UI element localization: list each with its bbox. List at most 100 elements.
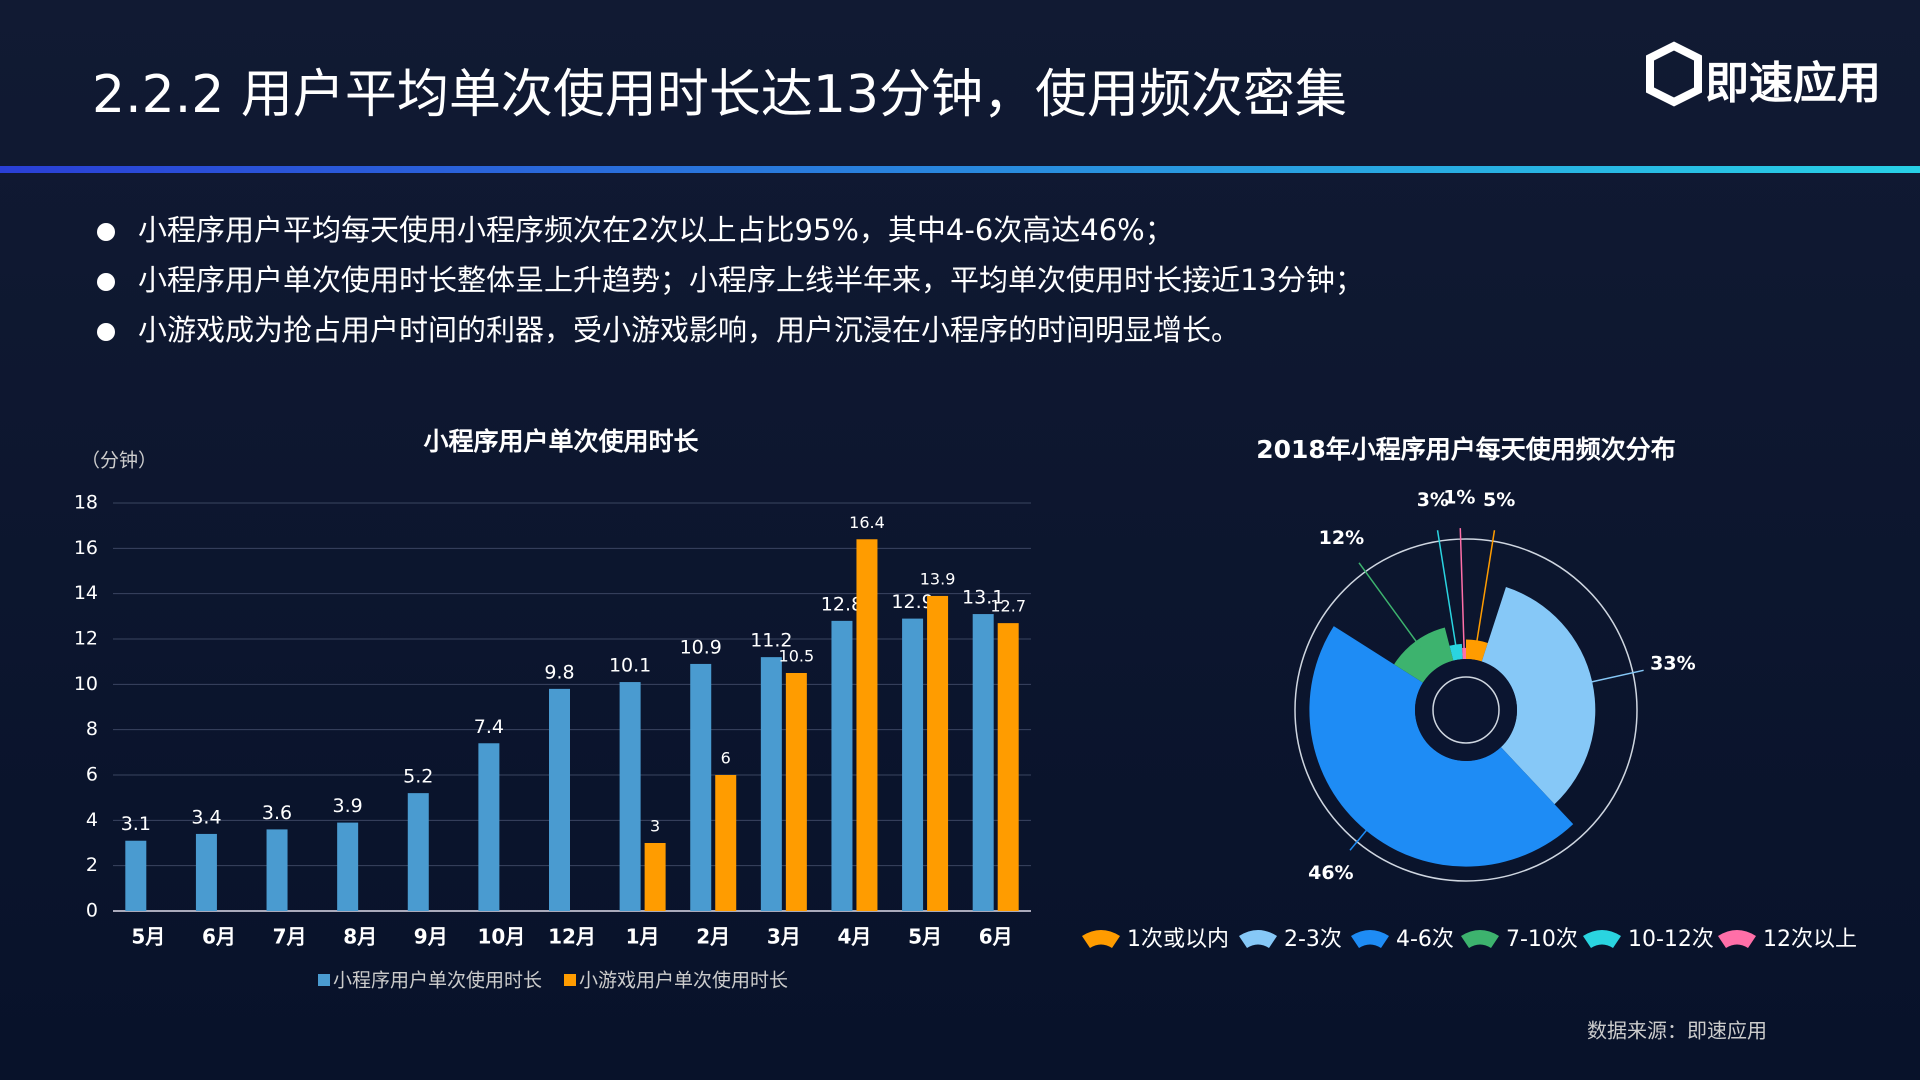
- legend-label: 小程序用户单次使用时长: [333, 970, 542, 992]
- legend-swatch: [1082, 930, 1120, 948]
- data-label: 10.9: [680, 636, 722, 658]
- leader-line: [1459, 528, 1466, 656]
- leader-line: [1436, 530, 1458, 653]
- legend-swatch: [564, 974, 576, 986]
- data-label: 12.8: [821, 593, 863, 615]
- chart-title: 2018年小程序用户每天使用频次分布: [1256, 435, 1676, 464]
- data-label: 46%: [1308, 862, 1353, 884]
- legend-label: 4-6次: [1396, 927, 1454, 952]
- bullet-text: 小游戏成为抢占用户时间的利器，受小游戏影响，用户沉浸在小程序的时间明显增长。: [138, 313, 1240, 347]
- bar: [785, 673, 807, 911]
- leader-line: [1475, 530, 1496, 649]
- data-label: 10.1: [609, 655, 651, 677]
- data-label: 3.6: [262, 802, 292, 824]
- bar: [927, 595, 949, 911]
- y-axis-label: （分钟）: [81, 450, 157, 472]
- leader-line: [1349, 824, 1372, 851]
- legend-label: 小游戏用户单次使用时长: [579, 970, 788, 992]
- data-label: 6: [721, 749, 731, 768]
- data-label: 3.9: [333, 795, 363, 817]
- bar: [195, 833, 217, 911]
- bullet-dot: [97, 323, 115, 341]
- bar: [972, 614, 994, 911]
- bullet-text: 小程序用户单次使用时长整体呈上升趋势；小程序上线半年来，平均单次使用时长接近13…: [138, 263, 1364, 297]
- data-label: 11.2: [750, 630, 792, 652]
- data-label: 16.4: [849, 513, 885, 532]
- x-tick-label: 4月: [838, 925, 872, 949]
- x-tick-label: 5月: [908, 925, 942, 949]
- bar: [266, 829, 288, 911]
- x-tick-label: 6月: [979, 925, 1013, 949]
- data-label: 5%: [1483, 489, 1515, 511]
- legend-label: 7-10次: [1506, 927, 1578, 952]
- legend-swatch: [1461, 930, 1499, 948]
- legend-label: 10-12次: [1628, 927, 1714, 952]
- y-tick-label: 2: [86, 854, 98, 876]
- y-tick-label: 0: [86, 900, 98, 922]
- data-label: 13.9: [920, 569, 956, 588]
- pie-wedge: [1466, 639, 1488, 662]
- leader-line: [1358, 562, 1422, 648]
- bar: [125, 840, 147, 911]
- slide-title: 2.2.2 用户平均单次使用时长达13分钟，使用频次密集: [92, 65, 1347, 125]
- bar: [644, 843, 666, 911]
- legend-label: 1次或以内: [1127, 927, 1229, 952]
- bullet-dot: [97, 223, 115, 241]
- logo-icon: [1646, 41, 1702, 107]
- x-tick-label: 1月: [626, 925, 660, 949]
- bar: [760, 657, 782, 911]
- x-tick-label: 2月: [696, 925, 730, 949]
- bar: [619, 682, 641, 911]
- data-label: 3.1: [121, 813, 151, 835]
- data-label: 10.5: [779, 647, 815, 666]
- bar: [856, 539, 878, 911]
- header-rule: [0, 166, 1920, 173]
- data-label: 3.4: [191, 806, 221, 828]
- logo: 即速应用: [1646, 41, 1881, 109]
- data-label: 12.9: [891, 591, 933, 613]
- inner-ring: [1432, 676, 1500, 744]
- source-note: 数据来源：即速应用: [1587, 1019, 1767, 1043]
- bar: [690, 663, 712, 911]
- y-tick-label: 8: [86, 718, 98, 740]
- bullet-text: 小程序用户平均每天使用小程序频次在2次以上占比95%，其中4-6次高达46%；: [138, 213, 1174, 247]
- bar: [549, 688, 570, 911]
- pie-wedge: [1394, 627, 1454, 683]
- y-tick-label: 4: [86, 809, 98, 831]
- legend-swatch: [1583, 930, 1621, 948]
- legend-swatch: [318, 974, 330, 986]
- data-label: 3: [650, 817, 660, 836]
- y-tick-label: 6: [86, 764, 98, 786]
- data-label: 1%: [1443, 487, 1475, 509]
- y-tick-label: 12: [74, 628, 98, 650]
- y-tick-label: 18: [74, 492, 98, 514]
- x-tick-label: 7月: [273, 925, 307, 949]
- chart-title: 小程序用户单次使用时长: [423, 427, 699, 456]
- bar: [407, 793, 429, 911]
- data-label: 3%: [1417, 489, 1449, 511]
- legend-label: 12次以上: [1763, 927, 1857, 952]
- data-label: 9.8: [544, 661, 574, 683]
- x-tick-label: 12月: [548, 925, 596, 949]
- y-tick-label: 16: [74, 537, 98, 559]
- legend-swatch: [1351, 930, 1389, 948]
- bullet-dot: [97, 273, 115, 291]
- data-label: 33%: [1650, 652, 1695, 674]
- x-tick-label: 6月: [202, 925, 236, 949]
- data-label: 13.1: [962, 587, 1004, 609]
- bar: [478, 743, 500, 911]
- bar: [337, 822, 359, 911]
- pie-wedge: [1481, 587, 1596, 805]
- data-label: 12%: [1319, 527, 1364, 549]
- y-tick-label: 10: [74, 673, 98, 695]
- bar: [902, 618, 924, 911]
- outer-ring: [1294, 538, 1638, 882]
- data-label: 12.7: [990, 597, 1026, 616]
- legend-label: 2-3次: [1284, 927, 1342, 952]
- legend-swatch: [1239, 930, 1277, 948]
- x-tick-label: 5月: [131, 925, 165, 949]
- legend-swatch: [1718, 930, 1756, 948]
